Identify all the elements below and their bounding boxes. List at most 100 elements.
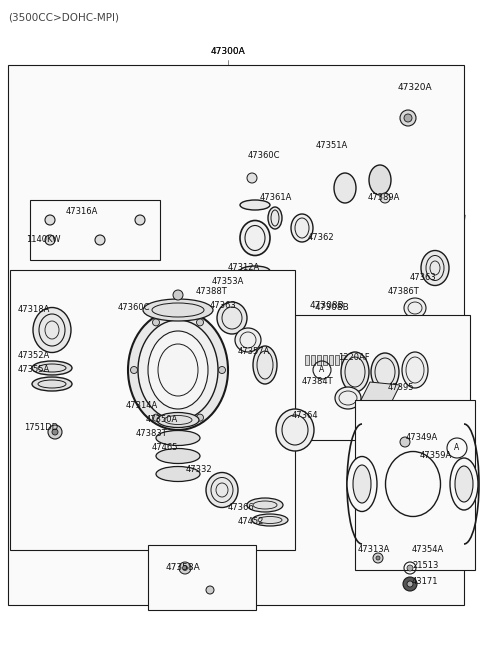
Circle shape (380, 193, 390, 203)
Text: 47351A: 47351A (316, 140, 348, 149)
Bar (8, 65, 464, 605)
Text: 47349A: 47349A (406, 432, 438, 441)
Ellipse shape (334, 173, 356, 203)
Text: 47361A: 47361A (260, 193, 292, 203)
Text: 47383T: 47383T (136, 430, 168, 439)
Circle shape (153, 319, 159, 326)
Bar (30, 200, 160, 260)
Circle shape (52, 429, 58, 435)
Text: 47386T: 47386T (388, 287, 420, 296)
Text: 47364: 47364 (292, 411, 319, 421)
Ellipse shape (32, 377, 72, 391)
Bar (335, 355, 339, 365)
Bar (347, 355, 351, 365)
Text: 47300A: 47300A (211, 47, 245, 56)
Ellipse shape (32, 361, 72, 375)
Ellipse shape (341, 352, 369, 392)
Circle shape (407, 581, 413, 587)
Ellipse shape (206, 472, 238, 507)
Bar (311, 355, 315, 365)
Text: 47389A: 47389A (368, 193, 400, 203)
Ellipse shape (33, 307, 71, 353)
Text: 47350A: 47350A (146, 415, 178, 424)
Text: 47312A: 47312A (228, 263, 260, 272)
Circle shape (95, 235, 105, 245)
Bar (323, 355, 327, 365)
Text: 47313A: 47313A (358, 545, 390, 554)
Bar (329, 355, 333, 365)
Circle shape (373, 553, 383, 563)
Text: A: A (319, 366, 324, 375)
Text: 1220AF: 1220AF (338, 353, 370, 362)
Circle shape (206, 586, 214, 594)
Polygon shape (285, 215, 465, 372)
Text: 47332: 47332 (186, 465, 213, 474)
Bar (317, 355, 321, 365)
Circle shape (45, 235, 55, 245)
Ellipse shape (347, 457, 377, 512)
Ellipse shape (402, 352, 428, 388)
Text: 47358A: 47358A (166, 564, 200, 573)
Ellipse shape (215, 283, 269, 293)
Text: 47362: 47362 (308, 234, 335, 243)
Ellipse shape (157, 413, 199, 428)
Bar (355, 400, 475, 570)
Ellipse shape (240, 200, 270, 210)
Ellipse shape (235, 328, 261, 352)
Text: 47395: 47395 (388, 384, 415, 393)
Circle shape (45, 215, 55, 225)
Ellipse shape (369, 165, 391, 195)
Text: 47384T: 47384T (302, 377, 334, 386)
Polygon shape (360, 382, 400, 405)
Text: 47366: 47366 (228, 503, 255, 512)
Text: 47320A: 47320A (398, 83, 432, 93)
Bar (148, 545, 256, 610)
Text: 47316A: 47316A (66, 208, 98, 217)
Polygon shape (210, 200, 420, 330)
Circle shape (182, 565, 188, 571)
Text: 47465: 47465 (152, 443, 179, 452)
Text: 47363: 47363 (410, 274, 437, 283)
Circle shape (407, 565, 413, 571)
Ellipse shape (143, 299, 213, 321)
Text: 47318A: 47318A (18, 305, 50, 314)
Ellipse shape (239, 272, 277, 284)
Ellipse shape (156, 430, 200, 446)
Text: 47452: 47452 (238, 518, 264, 527)
Text: (3500CC>DOHC-MPI): (3500CC>DOHC-MPI) (8, 13, 119, 23)
Text: 47314A: 47314A (126, 402, 158, 410)
Bar (240, 205, 270, 271)
Circle shape (153, 414, 159, 421)
Ellipse shape (240, 266, 270, 276)
Ellipse shape (247, 498, 283, 512)
Ellipse shape (156, 466, 200, 481)
Circle shape (400, 110, 416, 126)
Bar (362, 410, 464, 558)
Circle shape (173, 290, 183, 300)
Text: 43171: 43171 (412, 578, 439, 586)
Text: 1751DD: 1751DD (24, 422, 58, 432)
Circle shape (404, 114, 412, 122)
Circle shape (135, 215, 145, 225)
Text: 47352A: 47352A (18, 351, 50, 360)
Ellipse shape (335, 387, 361, 409)
Text: 47308B: 47308B (310, 300, 345, 309)
Ellipse shape (252, 514, 288, 526)
Text: 47357A: 47357A (238, 347, 270, 356)
Text: 47300A: 47300A (211, 47, 245, 56)
Text: 47359A: 47359A (420, 450, 452, 459)
Ellipse shape (455, 466, 473, 502)
Ellipse shape (450, 458, 478, 510)
Ellipse shape (276, 409, 314, 451)
Circle shape (247, 173, 257, 183)
Bar (295, 315, 470, 440)
Text: 47354A: 47354A (412, 545, 444, 554)
Ellipse shape (148, 331, 208, 409)
Text: 47308B: 47308B (315, 303, 350, 313)
Circle shape (403, 577, 417, 591)
Circle shape (218, 366, 226, 373)
Circle shape (196, 319, 204, 326)
Ellipse shape (371, 353, 399, 391)
Text: 21513: 21513 (412, 562, 438, 571)
Text: 47360C: 47360C (248, 151, 280, 160)
